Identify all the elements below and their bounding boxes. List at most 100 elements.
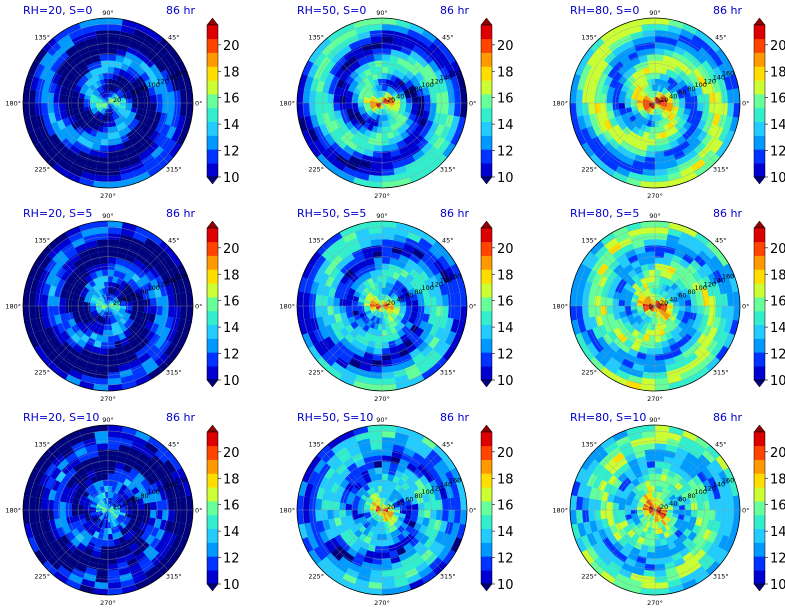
colorbar-band: [481, 311, 492, 325]
colorbar-tick-label: 16: [497, 295, 514, 310]
colorbar-tick-label: 10: [223, 171, 240, 186]
heatmap-cell: [647, 145, 655, 152]
colorbar-band: [207, 256, 218, 270]
colorbar-band: [207, 39, 218, 53]
colorbar-band: [754, 122, 765, 136]
colorbar-tick-label: 10: [497, 578, 514, 593]
heatmap-cell: [102, 474, 108, 481]
heatmap-cell: [333, 306, 340, 314]
angle-tick-label: 225°: [308, 165, 324, 173]
colorbar-tick-label: 18: [223, 268, 240, 283]
heatmap-cell: [424, 298, 431, 306]
heatmap-cell: [644, 42, 655, 49]
colorbar-band: [207, 108, 218, 122]
heatmap-cell: [138, 97, 145, 103]
heatmap-cell: [333, 103, 340, 111]
heatmap-cell: [321, 295, 328, 306]
heatmap-cell: [655, 474, 661, 481]
angle-tick-label: 315°: [440, 165, 456, 173]
heatmap-cell: [382, 366, 394, 373]
heatmap-cell: [588, 306, 595, 318]
heatmap-cell: [108, 570, 120, 577]
angle-tick-label: 90°: [102, 416, 114, 424]
heatmap-cell: [436, 92, 443, 103]
angle-tick-label: 90°: [102, 9, 114, 17]
heatmap-cell: [371, 449, 382, 456]
colorbar-band: [754, 366, 765, 380]
colorbar-tick-label: 14: [770, 321, 785, 336]
heatmap-cell: [59, 510, 66, 518]
heatmap-cell: [108, 461, 116, 468]
heatmap-cell: [606, 306, 613, 314]
angle-tick-label: 135°: [34, 237, 50, 245]
heatmap-cell: [333, 502, 340, 510]
colorbar-tick-label: 10: [770, 374, 785, 389]
heatmap-cell: [108, 257, 116, 264]
heatmap-cell: [685, 103, 692, 109]
radius-tick-label: 60: [678, 292, 686, 300]
heatmap-cell: [96, 239, 108, 246]
angle-tick-label: 90°: [649, 212, 661, 220]
colorbar-band: [481, 460, 492, 474]
heatmap-cell: [412, 97, 419, 103]
heatmap-cell: [424, 103, 431, 111]
heatmap-cell: [100, 348, 108, 355]
colorbar-tick-label: 16: [497, 499, 514, 514]
angle-tick-label: 270°: [100, 192, 116, 200]
heatmap-cell: [108, 36, 120, 43]
angle-tick-label: 225°: [308, 572, 324, 580]
colorbar-band: [754, 339, 765, 353]
heatmap-cell: [59, 502, 66, 510]
panel-time-label: 86 hr: [440, 411, 469, 424]
heatmap-cell: [162, 306, 169, 317]
radius-tick-label: 160: [175, 70, 187, 78]
colorbar-tick-label: 16: [223, 92, 240, 107]
heatmap-cell: [709, 510, 716, 521]
radius-tick-label: 40: [669, 295, 677, 303]
heatmap-cell: [346, 103, 353, 109]
radius-tick-label: 20: [387, 299, 395, 307]
colorbar-band: [481, 283, 492, 297]
heatmap-cell: [108, 552, 116, 559]
heatmap-cell: [370, 163, 382, 170]
colorbar-tick-label: 20: [497, 242, 514, 257]
heatmap-cell: [47, 295, 54, 306]
heatmap-cell: [371, 360, 382, 367]
heatmap-cell: [382, 564, 393, 571]
heatmap-cell: [100, 461, 108, 468]
panel-time-label: 86 hr: [440, 207, 469, 220]
heatmap-cell: [108, 449, 119, 456]
heatmap-cell: [442, 306, 449, 318]
heatmap-cell: [655, 564, 666, 571]
colorbar-band: [754, 66, 765, 80]
heatmap-cell: [412, 510, 419, 516]
heatmap-cell: [315, 510, 322, 522]
heatmap-cell: [41, 306, 48, 318]
colorbar-tick-label: 14: [770, 118, 785, 133]
heatmap-cell: [655, 443, 667, 450]
angle-tick-label: 0°: [742, 100, 749, 108]
radius-tick-label: 60: [405, 89, 413, 97]
heatmap-cell: [333, 298, 340, 306]
radius-tick-label: 20: [113, 503, 121, 511]
angle-tick-label: 270°: [100, 599, 116, 607]
heatmap-cell: [588, 498, 595, 510]
heatmap-cell: [150, 298, 157, 306]
colorbar-tick-label: 14: [223, 525, 240, 540]
colorbar-tick-label: 18: [770, 65, 785, 80]
heatmap-cell: [594, 499, 601, 510]
heatmap-cell: [72, 97, 79, 103]
angle-tick-label: 0°: [742, 303, 749, 311]
colorbar-band: [481, 136, 492, 150]
angle-tick-label: 180°: [279, 507, 295, 515]
heatmap-cell: [168, 103, 175, 115]
heatmap-cell: [685, 306, 692, 312]
colorbar-band: [754, 228, 765, 242]
heatmap-cell: [374, 54, 382, 61]
angle-tick-label: 90°: [102, 212, 114, 220]
angle-tick-label: 0°: [469, 507, 476, 515]
angle-tick-label: 90°: [376, 416, 388, 424]
heatmap-cell: [382, 157, 393, 164]
panel-title: RH=50, S=0: [297, 4, 366, 17]
colorbar-band: [207, 311, 218, 325]
